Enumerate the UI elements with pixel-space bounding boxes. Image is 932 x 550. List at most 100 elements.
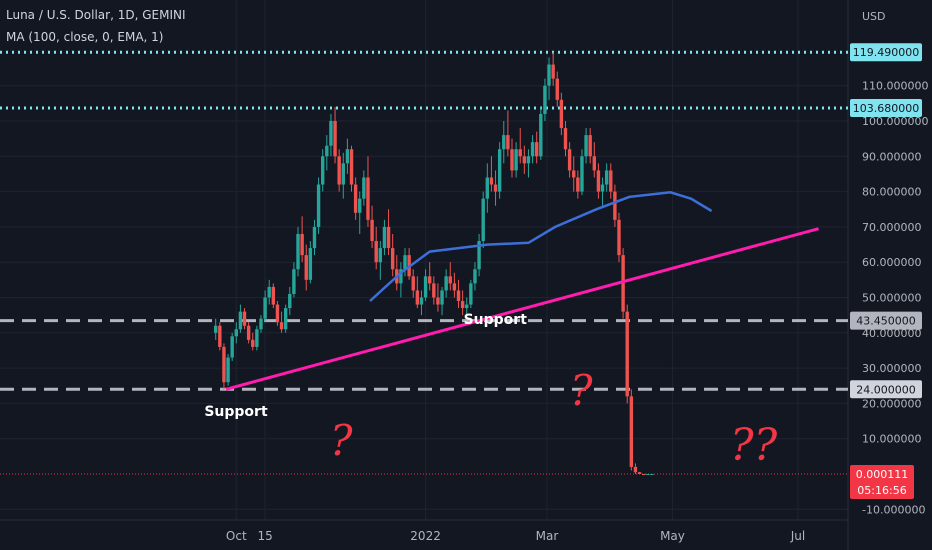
y-tick-label: 90.000000 <box>862 150 922 163</box>
candle <box>226 353 230 386</box>
candle <box>395 255 399 291</box>
y-tick-label: 50.000000 <box>862 292 922 305</box>
candle-body <box>275 304 280 323</box>
candle-body <box>580 156 584 192</box>
candle <box>238 304 243 333</box>
candle-body <box>316 184 321 227</box>
candle <box>539 106 543 160</box>
candle-body <box>436 297 440 305</box>
candle <box>349 145 354 192</box>
candle-body <box>600 184 605 192</box>
candle <box>407 248 411 280</box>
candle-body <box>473 269 477 284</box>
candle <box>534 131 539 164</box>
candle <box>399 262 403 298</box>
last-price-tag-bg <box>850 464 914 499</box>
candle-body <box>485 177 490 199</box>
candle <box>251 332 255 351</box>
candle-body <box>604 170 609 185</box>
candle <box>333 106 337 164</box>
candle-body <box>576 177 580 192</box>
y-tick-label: 30.000000 <box>862 362 922 375</box>
x-tick-label: 2022 <box>410 529 441 543</box>
candle <box>522 145 527 174</box>
candle <box>386 209 391 256</box>
candle-body <box>370 219 374 242</box>
candle-body <box>300 233 304 256</box>
candle <box>440 286 444 316</box>
candle-body <box>230 336 234 358</box>
candle <box>444 269 448 298</box>
candle <box>271 283 276 309</box>
candle-body <box>465 304 469 309</box>
candle-body <box>214 325 218 333</box>
candle-body <box>641 473 646 475</box>
candle <box>345 138 350 174</box>
candle <box>325 135 329 171</box>
candle <box>246 322 251 344</box>
candle-body <box>637 472 642 474</box>
candle <box>448 262 452 291</box>
candle-body <box>382 226 387 249</box>
candle-body <box>522 156 527 164</box>
candle-body <box>423 276 428 298</box>
x-tick-label: May <box>660 529 685 543</box>
candle <box>572 156 576 192</box>
candle-body <box>588 135 592 157</box>
candle <box>292 262 296 298</box>
candle <box>460 290 465 316</box>
candle-body <box>534 142 539 157</box>
x-tick-label: Jul <box>790 529 805 543</box>
candle-body <box>288 293 292 309</box>
candle <box>452 272 457 298</box>
candle <box>514 142 518 178</box>
candle-body <box>506 135 510 150</box>
candle-body <box>502 135 506 150</box>
candle <box>588 128 592 164</box>
candle-body <box>572 170 576 178</box>
candle-body <box>477 241 481 270</box>
ema-line <box>369 191 713 302</box>
candle-body <box>551 64 555 79</box>
candle <box>493 170 498 206</box>
candle-body <box>493 184 498 192</box>
x-tick-label: 15 <box>257 529 272 543</box>
candle <box>214 318 218 340</box>
candle <box>609 163 613 199</box>
price-tag-bg <box>850 311 922 330</box>
candle-body <box>226 357 230 383</box>
candle <box>625 304 629 404</box>
candle <box>390 233 395 277</box>
candle <box>559 92 564 136</box>
candle-body <box>584 135 588 157</box>
candle <box>547 57 551 100</box>
candle-body <box>271 286 276 305</box>
candle-body <box>325 145 329 157</box>
currency-label: USD <box>862 10 886 23</box>
price-tag-bg <box>850 99 922 118</box>
y-tick-label: -10.000000 <box>862 503 925 516</box>
candle <box>506 110 510 157</box>
candle <box>370 205 374 249</box>
candle <box>530 135 535 164</box>
candle-body <box>321 156 325 185</box>
candle-body <box>543 85 547 114</box>
y-tick-label: 40.000000 <box>862 327 922 340</box>
candle-body <box>613 191 617 220</box>
price-tag: 24.000000 <box>856 383 916 396</box>
candle-body <box>234 329 238 337</box>
candle-body <box>629 396 634 467</box>
candle <box>646 473 650 475</box>
candle <box>596 163 601 199</box>
candle <box>567 142 572 178</box>
candle-body <box>650 473 654 475</box>
candle-body <box>366 177 370 220</box>
candle <box>234 322 238 344</box>
candle <box>555 71 559 107</box>
candle <box>427 262 432 291</box>
candle <box>316 177 321 234</box>
candle-body <box>222 346 226 383</box>
candle-body <box>592 156 597 171</box>
candle-body <box>378 248 383 263</box>
